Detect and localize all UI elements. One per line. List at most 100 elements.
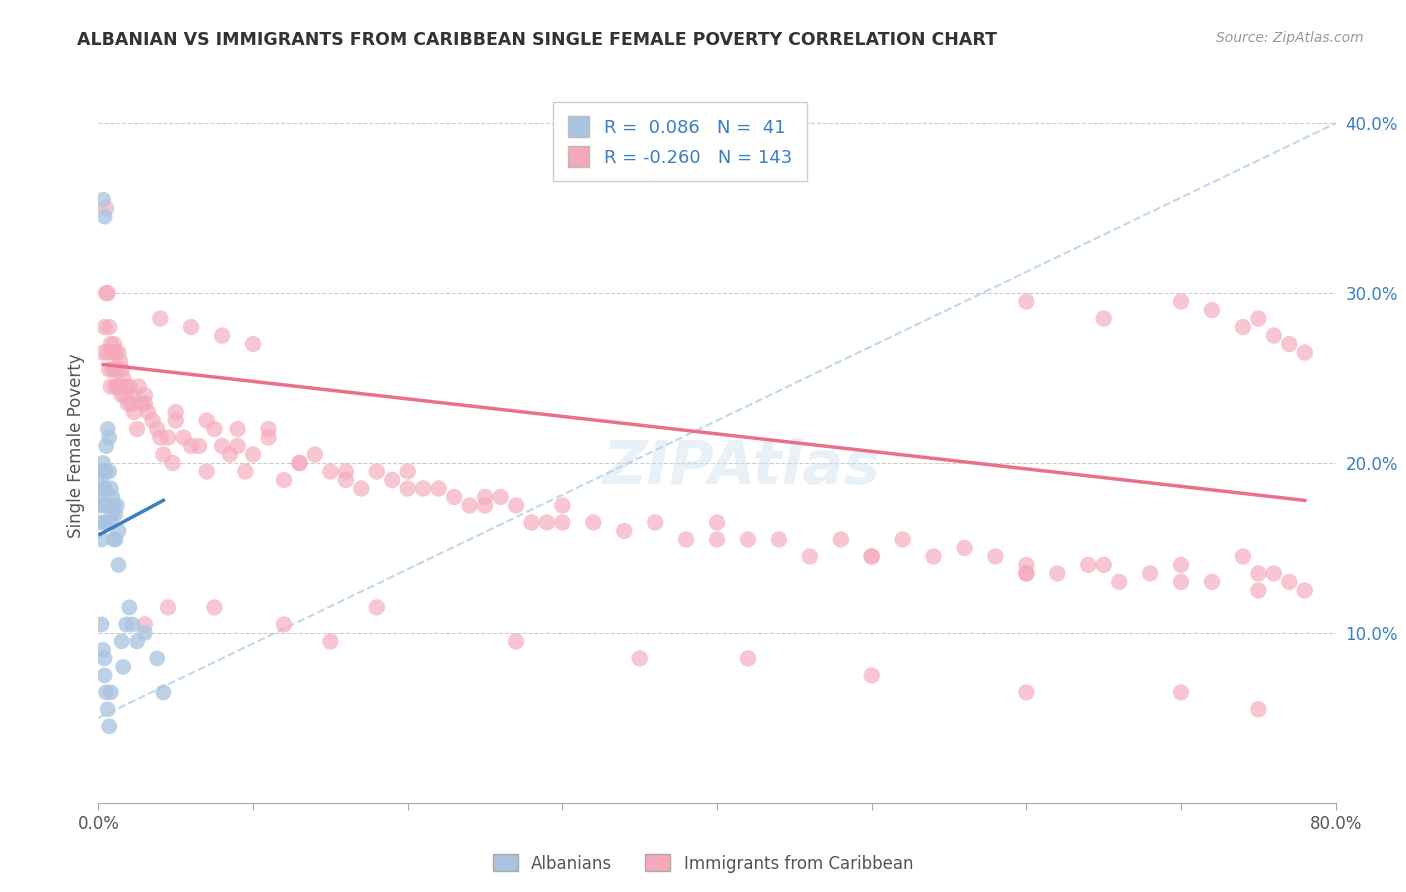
- Point: [799, 549, 821, 564]
- Point: [93, 499, 115, 513]
- Point: [737, 533, 759, 547]
- Point: [1170, 574, 1192, 589]
- Point: [98, 465, 121, 479]
- Point: [219, 448, 242, 462]
- Point: [922, 549, 945, 564]
- Point: [242, 448, 264, 462]
- Point: [152, 448, 174, 462]
- Point: [675, 533, 697, 547]
- Point: [134, 396, 156, 410]
- Point: [91, 345, 114, 359]
- Point: [474, 490, 496, 504]
- Point: [134, 626, 156, 640]
- Point: [984, 549, 1007, 564]
- Point: [149, 311, 172, 326]
- Point: [489, 490, 512, 504]
- Point: [121, 617, 143, 632]
- Point: [1247, 583, 1270, 598]
- Point: [1015, 566, 1038, 581]
- Point: [93, 320, 115, 334]
- Point: [1170, 685, 1192, 699]
- Y-axis label: Single Female Poverty: Single Female Poverty: [66, 354, 84, 538]
- Point: [1015, 685, 1038, 699]
- Point: [127, 634, 149, 648]
- Point: [613, 524, 636, 538]
- Point: [97, 702, 120, 716]
- Point: [96, 516, 118, 530]
- Point: [89, 499, 111, 513]
- Point: [103, 499, 125, 513]
- Point: [107, 524, 129, 538]
- Legend: Albanians, Immigrants from Caribbean: Albanians, Immigrants from Caribbean: [486, 847, 920, 880]
- Point: [107, 379, 129, 393]
- Point: [427, 482, 450, 496]
- Point: [242, 337, 264, 351]
- Point: [226, 422, 249, 436]
- Point: [105, 499, 128, 513]
- Point: [396, 465, 419, 479]
- Point: [128, 379, 150, 393]
- Point: [1278, 337, 1301, 351]
- Point: [107, 558, 129, 572]
- Point: [288, 456, 311, 470]
- Point: [122, 405, 145, 419]
- Point: [628, 651, 651, 665]
- Point: [111, 362, 132, 376]
- Point: [91, 456, 114, 470]
- Point: [98, 719, 121, 733]
- Point: [211, 439, 233, 453]
- Point: [204, 422, 226, 436]
- Point: [108, 379, 131, 393]
- Point: [101, 362, 124, 376]
- Point: [443, 490, 465, 504]
- Point: [93, 210, 115, 224]
- Point: [97, 499, 120, 513]
- Point: [505, 634, 527, 648]
- Point: [91, 193, 114, 207]
- Point: [1046, 566, 1069, 581]
- Point: [319, 634, 342, 648]
- Point: [93, 516, 115, 530]
- Point: [860, 549, 883, 564]
- Point: [1201, 303, 1223, 318]
- Point: [93, 482, 115, 496]
- Point: [90, 617, 112, 632]
- Point: [103, 533, 125, 547]
- Point: [104, 345, 127, 359]
- Point: [172, 430, 194, 444]
- Point: [96, 465, 118, 479]
- Point: [107, 345, 129, 359]
- Point: [97, 345, 120, 359]
- Point: [97, 286, 120, 301]
- Point: [1263, 566, 1285, 581]
- Point: [103, 362, 125, 376]
- Point: [96, 685, 118, 699]
- Point: [134, 617, 156, 632]
- Point: [1015, 558, 1038, 572]
- Point: [1170, 294, 1192, 309]
- Point: [120, 396, 142, 410]
- Point: [1015, 294, 1038, 309]
- Point: [112, 660, 135, 674]
- Point: [146, 422, 169, 436]
- Point: [180, 320, 202, 334]
- Point: [366, 600, 388, 615]
- Point: [100, 379, 122, 393]
- Point: [860, 549, 883, 564]
- Point: [165, 413, 187, 427]
- Point: [1294, 583, 1316, 598]
- Point: [180, 439, 202, 453]
- Point: [1247, 702, 1270, 716]
- Point: [1278, 574, 1301, 589]
- Point: [1170, 558, 1192, 572]
- Point: [396, 482, 419, 496]
- Legend: R =  0.086   N =  41, R = -0.260   N = 143: R = 0.086 N = 41, R = -0.260 N = 143: [554, 102, 807, 181]
- Point: [1092, 558, 1115, 572]
- Text: ZIPAtlas: ZIPAtlas: [603, 438, 880, 497]
- Point: [211, 328, 233, 343]
- Point: [1092, 311, 1115, 326]
- Point: [97, 422, 120, 436]
- Point: [90, 473, 112, 487]
- Point: [381, 473, 404, 487]
- Point: [131, 396, 153, 410]
